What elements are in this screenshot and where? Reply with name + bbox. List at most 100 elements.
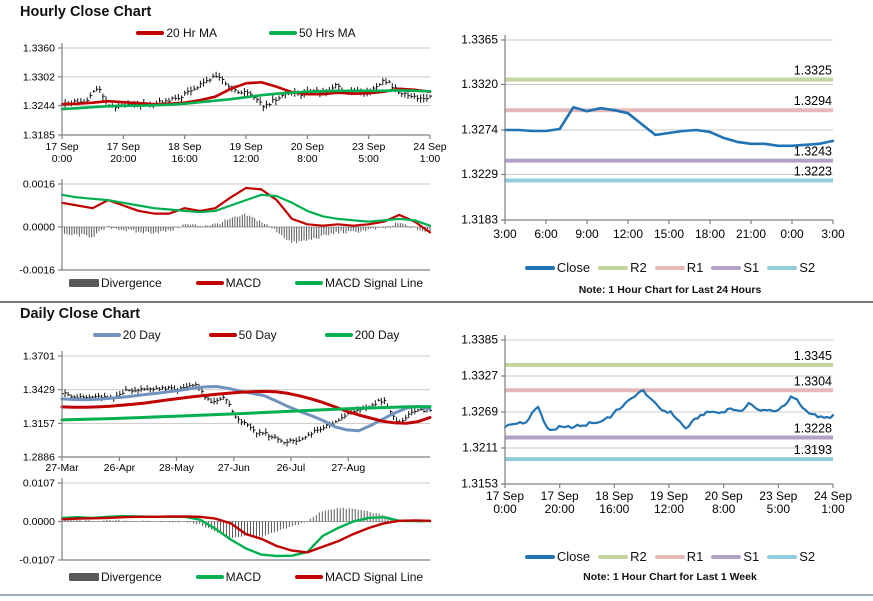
svg-text:16:00: 16:00 xyxy=(172,153,198,165)
line-swatch xyxy=(524,554,555,559)
legend-item-s2: S2 xyxy=(767,549,815,564)
hourly-macd-chart: 0.0016 0.0000 -0.0016 xyxy=(19,179,432,277)
svg-text:16:00: 16:00 xyxy=(599,502,629,516)
line-swatch xyxy=(598,554,629,559)
line-swatch xyxy=(654,554,685,559)
svg-text:20 Sep: 20 Sep xyxy=(705,489,743,503)
line-swatch xyxy=(767,554,798,559)
svg-text:17 Sep: 17 Sep xyxy=(486,489,524,503)
bar-swatch xyxy=(68,573,99,581)
legend-label: S1 xyxy=(743,549,760,564)
line-swatch xyxy=(654,265,685,270)
line-swatch xyxy=(136,31,165,35)
legend-item-50day: 50 Day xyxy=(208,328,277,342)
line-swatch xyxy=(195,575,224,579)
hourly-macd-legend: Divergence MACD MACD Signal Line xyxy=(52,276,440,290)
bar-swatch xyxy=(68,279,99,287)
svg-text:28-May: 28-May xyxy=(159,462,195,474)
svg-text:3:00: 3:00 xyxy=(821,227,845,241)
line-swatch xyxy=(711,265,742,270)
svg-text:3:00: 3:00 xyxy=(493,227,517,241)
svg-text:5:00: 5:00 xyxy=(767,502,791,516)
legend-item-20hr-ma: 20 Hr MA xyxy=(136,26,217,40)
bottom-divider xyxy=(0,594,873,596)
legend-item-r1: R1 xyxy=(654,260,704,275)
svg-text:23 Sep: 23 Sep xyxy=(759,489,797,503)
svg-text:-0.0107: -0.0107 xyxy=(19,555,55,567)
legend-item-r2: R2 xyxy=(598,260,647,275)
svg-text:9:00: 9:00 xyxy=(575,227,599,241)
daily-pivot-chart: 1.3345 1.3304 1.3228 1.3193 1.3385 1.3327 1.32… xyxy=(461,333,852,517)
legend-label: Close xyxy=(556,260,591,275)
line-swatch xyxy=(195,281,224,285)
legend-label: R2 xyxy=(630,549,647,564)
line-swatch xyxy=(92,333,121,337)
svg-text:12:00: 12:00 xyxy=(233,153,259,165)
legend-label: 50 Hrs MA xyxy=(299,26,356,40)
line-swatch xyxy=(295,575,323,579)
svg-text:21:00: 21:00 xyxy=(736,227,766,241)
svg-text:1.3183: 1.3183 xyxy=(461,213,498,227)
legend-label: Close xyxy=(556,549,591,564)
legend-label: 50 Day xyxy=(238,328,277,342)
legend-label: R2 xyxy=(630,260,647,275)
legend-item-r2: R2 xyxy=(598,549,647,564)
svg-text:1.3701: 1.3701 xyxy=(23,351,55,363)
daily-macd-legend: Divergence MACD MACD Signal Line xyxy=(52,570,440,584)
svg-text:1.3320: 1.3320 xyxy=(461,77,498,91)
legend-item-50hrs-ma: 50 Hrs MA xyxy=(269,26,356,40)
svg-text:20:00: 20:00 xyxy=(110,153,136,165)
line-swatch xyxy=(324,333,353,337)
daily-price-legend: 20 Day 50 Day 200 Day xyxy=(62,328,430,342)
svg-text:1:00: 1:00 xyxy=(420,153,441,165)
legend-label: S1 xyxy=(743,260,760,275)
svg-text:26-Apr: 26-Apr xyxy=(104,462,136,474)
legend-item-s2: S2 xyxy=(767,260,815,275)
legend-label: 20 Hr MA xyxy=(166,26,217,40)
svg-text:0.0000: 0.0000 xyxy=(23,516,55,528)
legend-label: 20 Day xyxy=(122,328,161,342)
daily-pivot-note: Note: 1 Hour Chart for Last 1 Week xyxy=(583,571,757,583)
svg-text:1.3365: 1.3365 xyxy=(461,33,498,47)
legend-label: 200 Day xyxy=(354,328,400,342)
legend-label: MACD xyxy=(225,570,261,584)
svg-text:1.3244: 1.3244 xyxy=(23,100,55,112)
svg-text:18:00: 18:00 xyxy=(695,227,725,241)
svg-text:27-Mar: 27-Mar xyxy=(45,462,79,474)
line-swatch xyxy=(598,265,629,270)
svg-text:1.2886: 1.2886 xyxy=(23,452,55,464)
svg-text:1.3229: 1.3229 xyxy=(461,167,498,181)
line-swatch xyxy=(208,333,237,337)
svg-text:17 Sep: 17 Sep xyxy=(107,141,140,153)
svg-text:17 Sep: 17 Sep xyxy=(45,141,78,153)
svg-text:0:00: 0:00 xyxy=(493,502,517,516)
line-swatch xyxy=(269,31,297,35)
legend-item-200day: 200 Day xyxy=(324,328,400,342)
legend-label: R1 xyxy=(686,260,704,275)
svg-text:1.3429: 1.3429 xyxy=(23,384,55,396)
legend-label: Divergence xyxy=(100,276,162,290)
legend-item-s1: S1 xyxy=(711,549,759,564)
svg-text:1.3302: 1.3302 xyxy=(23,71,55,83)
svg-text:1:00: 1:00 xyxy=(821,502,845,516)
hourly-pivot-legend: Close R2 R1 S1 S2 xyxy=(500,260,840,275)
legend-label: S2 xyxy=(799,549,816,564)
svg-text:1.3211: 1.3211 xyxy=(462,441,498,455)
svg-text:1.3185: 1.3185 xyxy=(23,130,55,142)
svg-text:23 Sep: 23 Sep xyxy=(352,141,385,153)
line-swatch xyxy=(767,265,798,270)
legend-item-20day: 20 Day xyxy=(92,328,161,342)
svg-text:18 Sep: 18 Sep xyxy=(168,141,201,153)
svg-text:19 Sep: 19 Sep xyxy=(650,489,688,503)
daily-macd-chart: 0.0107 0.0000 -0.0107 xyxy=(19,478,432,567)
svg-text:1.3269: 1.3269 xyxy=(461,405,498,419)
legend-item-macd: MACD xyxy=(195,276,261,290)
svg-text:27-Aug: 27-Aug xyxy=(331,462,365,474)
svg-text:6:00: 6:00 xyxy=(534,227,558,241)
svg-text:1.3294: 1.3294 xyxy=(794,94,832,108)
legend-label: MACD Signal Line xyxy=(325,276,424,290)
svg-text:18 Sep: 18 Sep xyxy=(595,489,633,503)
svg-text:26-Jul: 26-Jul xyxy=(277,462,306,474)
